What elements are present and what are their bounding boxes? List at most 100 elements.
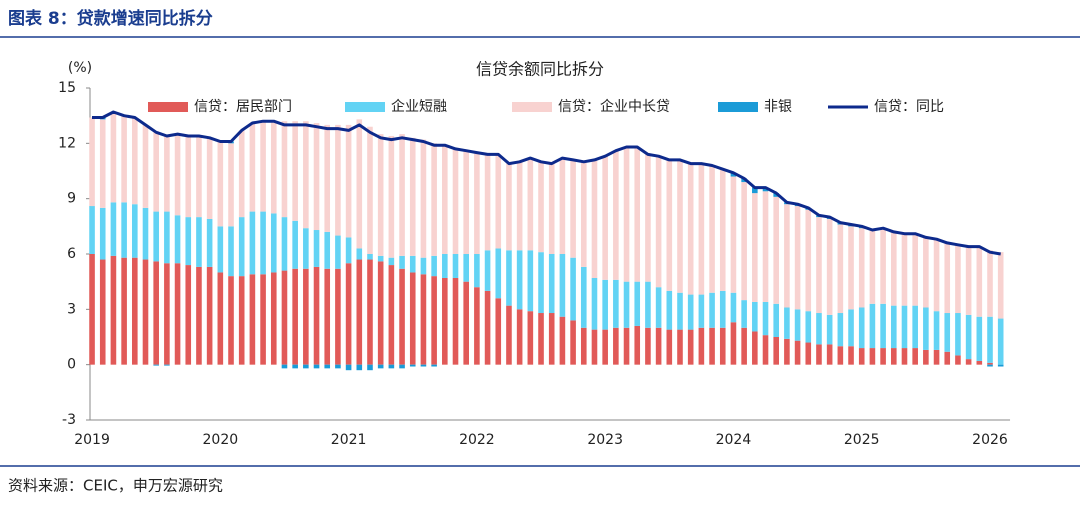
bar-segment [752,193,758,302]
bar-segment [484,250,491,291]
bar-segment [89,254,95,365]
bar-segment [399,268,405,365]
bar-segment [730,322,737,365]
bar-segment [645,327,651,365]
x-tick-label: 2019 [74,432,110,448]
bar-segment [367,259,373,365]
x-tick-label: 2021 [331,432,367,448]
bar-segment [303,268,309,365]
bar-segment [591,159,598,278]
bar-segment [174,263,181,365]
bar-segment [185,265,192,365]
bar-segment [442,277,448,365]
bar-segment [837,313,844,347]
bar-segment [634,147,641,282]
bar-segment [687,163,694,295]
bar-segment [484,154,491,251]
bar-segment [944,242,951,314]
bar-segment [773,337,780,365]
bar-segment [281,217,288,271]
bar-segment [431,276,437,365]
bar-segment [185,135,192,218]
bar-segment [313,123,320,231]
bar-segment [869,230,876,304]
y-tick-label: -3 [62,412,76,428]
bar-segment [655,287,662,328]
bar-segment [858,307,865,349]
bar-segment [142,124,149,208]
bar-segment [388,364,395,369]
bar-segment [677,159,683,293]
bar-segment [474,287,480,365]
bar-segment [944,351,951,365]
bar-segment [377,261,384,365]
bar-segment [741,300,747,328]
bar-segment [89,117,95,207]
bar-segment [784,307,790,339]
bar-segment [99,119,106,208]
bar-segment [880,303,886,349]
bar-segment [773,196,780,304]
bar-segment [121,115,127,203]
bar-segment [399,255,405,269]
bar-segment [762,335,769,365]
bar-segment [848,309,854,347]
bar-segment [121,257,127,365]
bar-segment [516,250,523,310]
bar-segment [687,294,694,330]
bar-segment [869,303,876,349]
bar-segment [794,340,801,365]
bar-segment [356,248,363,260]
bar-segment [858,348,865,365]
bar-segment [153,131,159,212]
bar-segment [912,305,918,349]
bar-segment [377,255,384,262]
bar-segment [367,364,373,371]
legend-label: 信贷：居民部门 [194,99,292,115]
bar-segment [409,364,416,367]
bar-segment [634,281,641,326]
bar-segment [559,158,566,254]
bar-segment [527,250,534,312]
bar-segment [997,318,1004,365]
bar-segment [762,187,769,192]
bar-segment [431,143,437,256]
bar-segment [324,231,331,269]
bar-segment [164,364,170,366]
line [92,110,1001,256]
bar-segment [356,364,363,371]
bar-segment [153,211,159,262]
bar-segment [153,364,159,366]
bar-segment [452,277,459,365]
bar-segment [580,266,587,328]
bar-segment [399,364,405,369]
x-tick-label: 2023 [587,432,623,448]
bar-segment [901,305,908,349]
bar-segment [495,248,502,299]
bar-segment [677,329,683,365]
bar-segment [602,329,608,365]
bar-segment [270,272,277,365]
bar-segment [709,165,715,293]
bar-segment [784,338,790,365]
bar-segment [869,348,876,365]
bar-segment [238,217,245,277]
bar-segment [698,163,705,295]
bar-segment [773,303,780,337]
bar-segment [132,204,138,258]
bar-segment [249,211,256,275]
bar-segment [516,309,523,365]
legend-label: 企业短融 [391,98,447,115]
y-axis-unit: (%) [68,60,92,76]
bar-segment [281,364,288,369]
legend-label: 信贷：同比 [874,99,944,115]
bar-segment [912,233,918,306]
bar-segment [206,218,213,267]
bar-segment [313,364,320,369]
bar-segment [698,327,705,365]
bar-segment [260,211,266,275]
bar-segment [741,327,747,365]
bar-segment [666,159,673,291]
bar-segment [303,364,309,369]
